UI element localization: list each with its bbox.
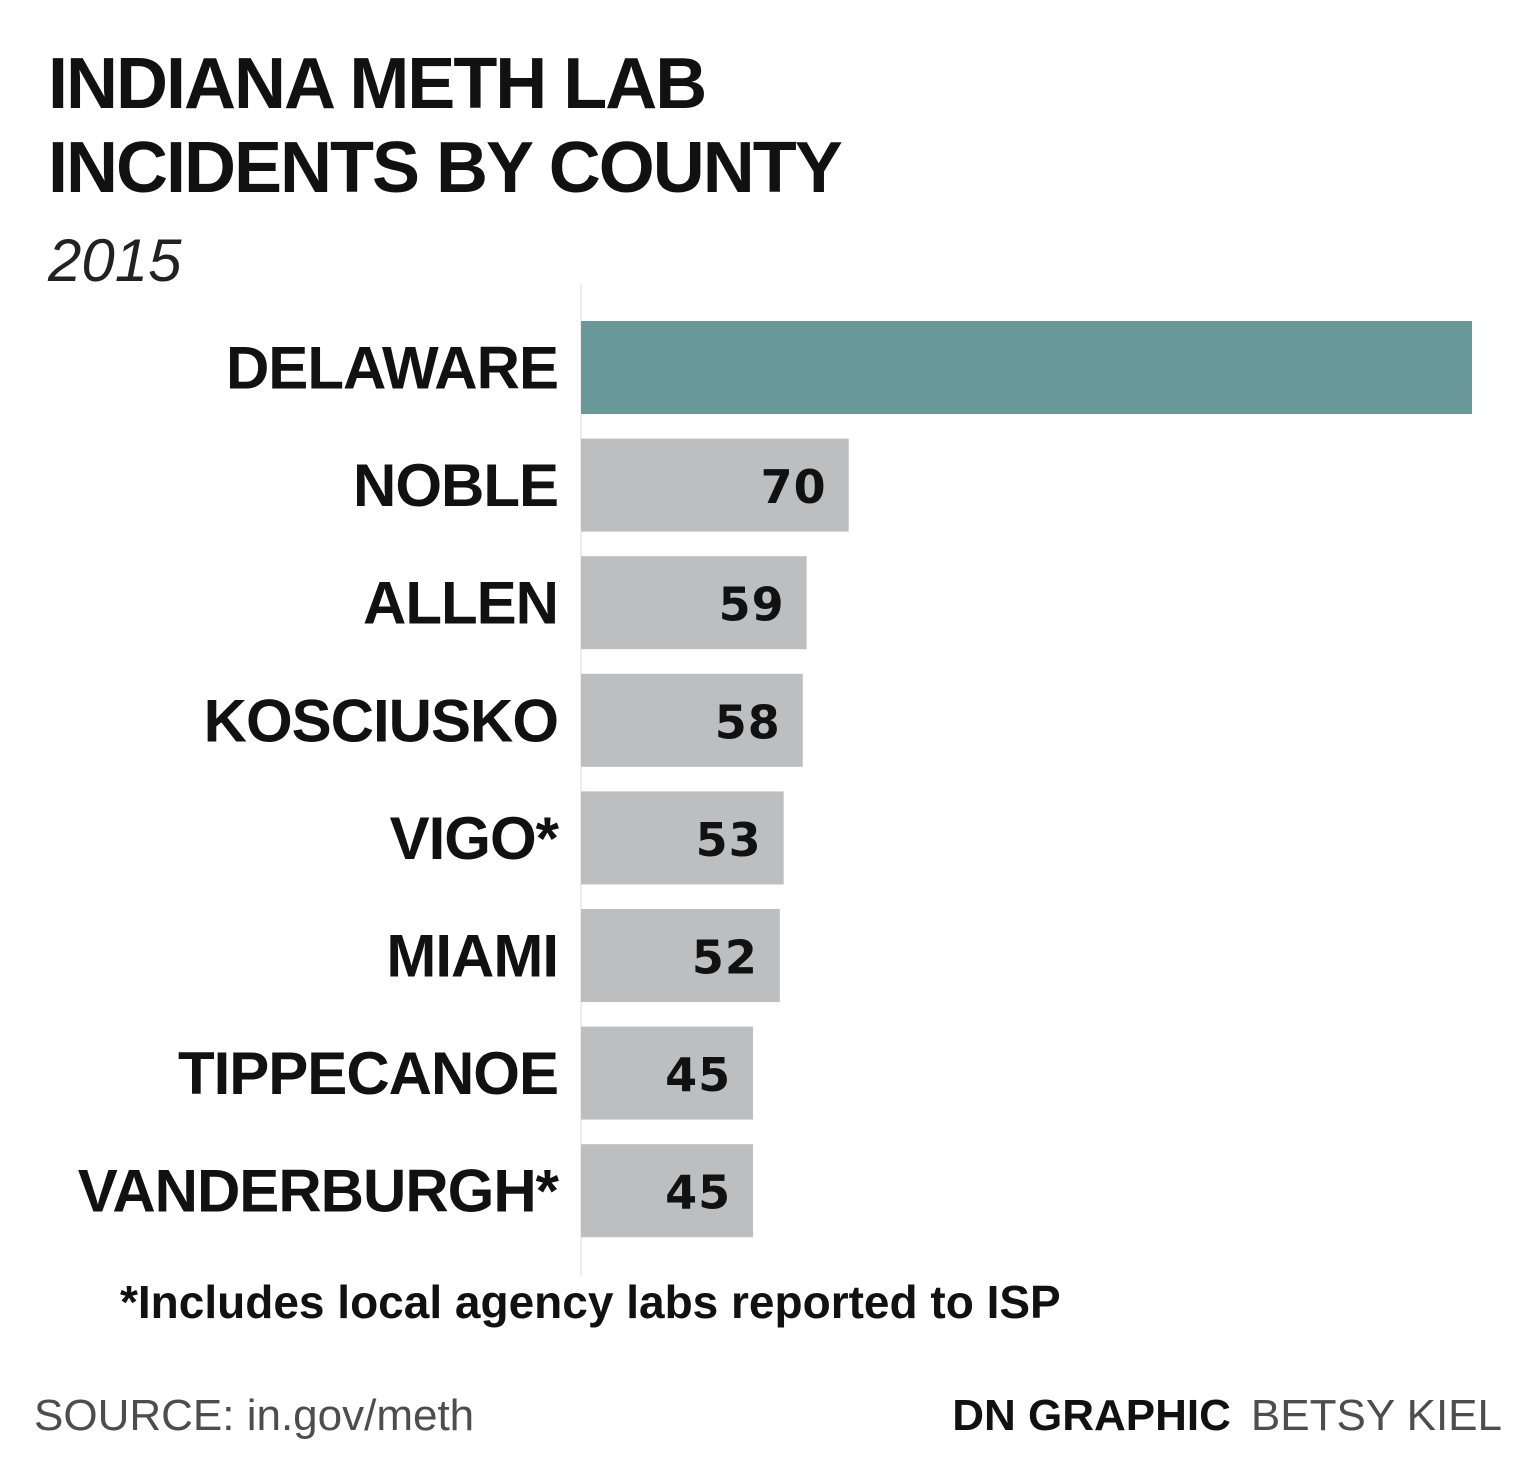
bar-miami bbox=[581, 909, 780, 1002]
value-label: 52 bbox=[692, 931, 758, 985]
chart-title: INDIANA METH LAB INCIDENTS BY COUNTY bbox=[48, 42, 1148, 210]
value-label: 53 bbox=[696, 813, 762, 867]
category-label: ALLEN bbox=[363, 570, 558, 637]
chart-title-line-1: INDIANA METH LAB bbox=[48, 44, 707, 124]
bar-vanderburgh bbox=[581, 1144, 754, 1238]
category-label: MIAMI bbox=[386, 923, 558, 990]
bar-noble bbox=[581, 438, 849, 532]
bar-chart: DELAWARE NOBLE 70 ALLEN 59 KOSCIUSKO 58 VIGO* 53… bbox=[78, 284, 1472, 1276]
category-label: KOSCIUSKO bbox=[204, 687, 558, 754]
graphic-credit: DN GRAPHIC BETSY KIEL bbox=[952, 1388, 1502, 1444]
chart-subtitle: 2015 bbox=[48, 227, 182, 294]
category-label: TIPPECANOE bbox=[178, 1040, 558, 1107]
category-label: NOBLE bbox=[353, 452, 558, 519]
value-label: 45 bbox=[665, 1166, 731, 1220]
value-label: 70 bbox=[761, 460, 827, 514]
chart-title-line-2: INCIDENTS BY COUNTY bbox=[48, 128, 843, 208]
category-label: VIGO* bbox=[390, 805, 560, 872]
value-label: 59 bbox=[719, 578, 785, 632]
bar-kosciusko bbox=[581, 673, 803, 767]
category-label: VANDERBURGH* bbox=[78, 1158, 560, 1225]
bar-vigo bbox=[581, 791, 784, 885]
bar-tippecanoe bbox=[581, 1026, 754, 1120]
value-label: 45 bbox=[665, 1048, 731, 1102]
source-credit: SOURCE: in.gov/meth bbox=[34, 1391, 475, 1440]
category-label: DELAWARE bbox=[226, 335, 558, 402]
bar-delaware bbox=[581, 321, 1472, 414]
footnote: *Includes local agency labs reported to … bbox=[120, 1276, 1061, 1328]
bar-allen bbox=[581, 556, 807, 650]
credit-author: BETSY KIEL bbox=[1250, 1391, 1502, 1440]
credit-organization: DN GRAPHIC bbox=[952, 1391, 1231, 1440]
value-label: 58 bbox=[715, 695, 781, 749]
